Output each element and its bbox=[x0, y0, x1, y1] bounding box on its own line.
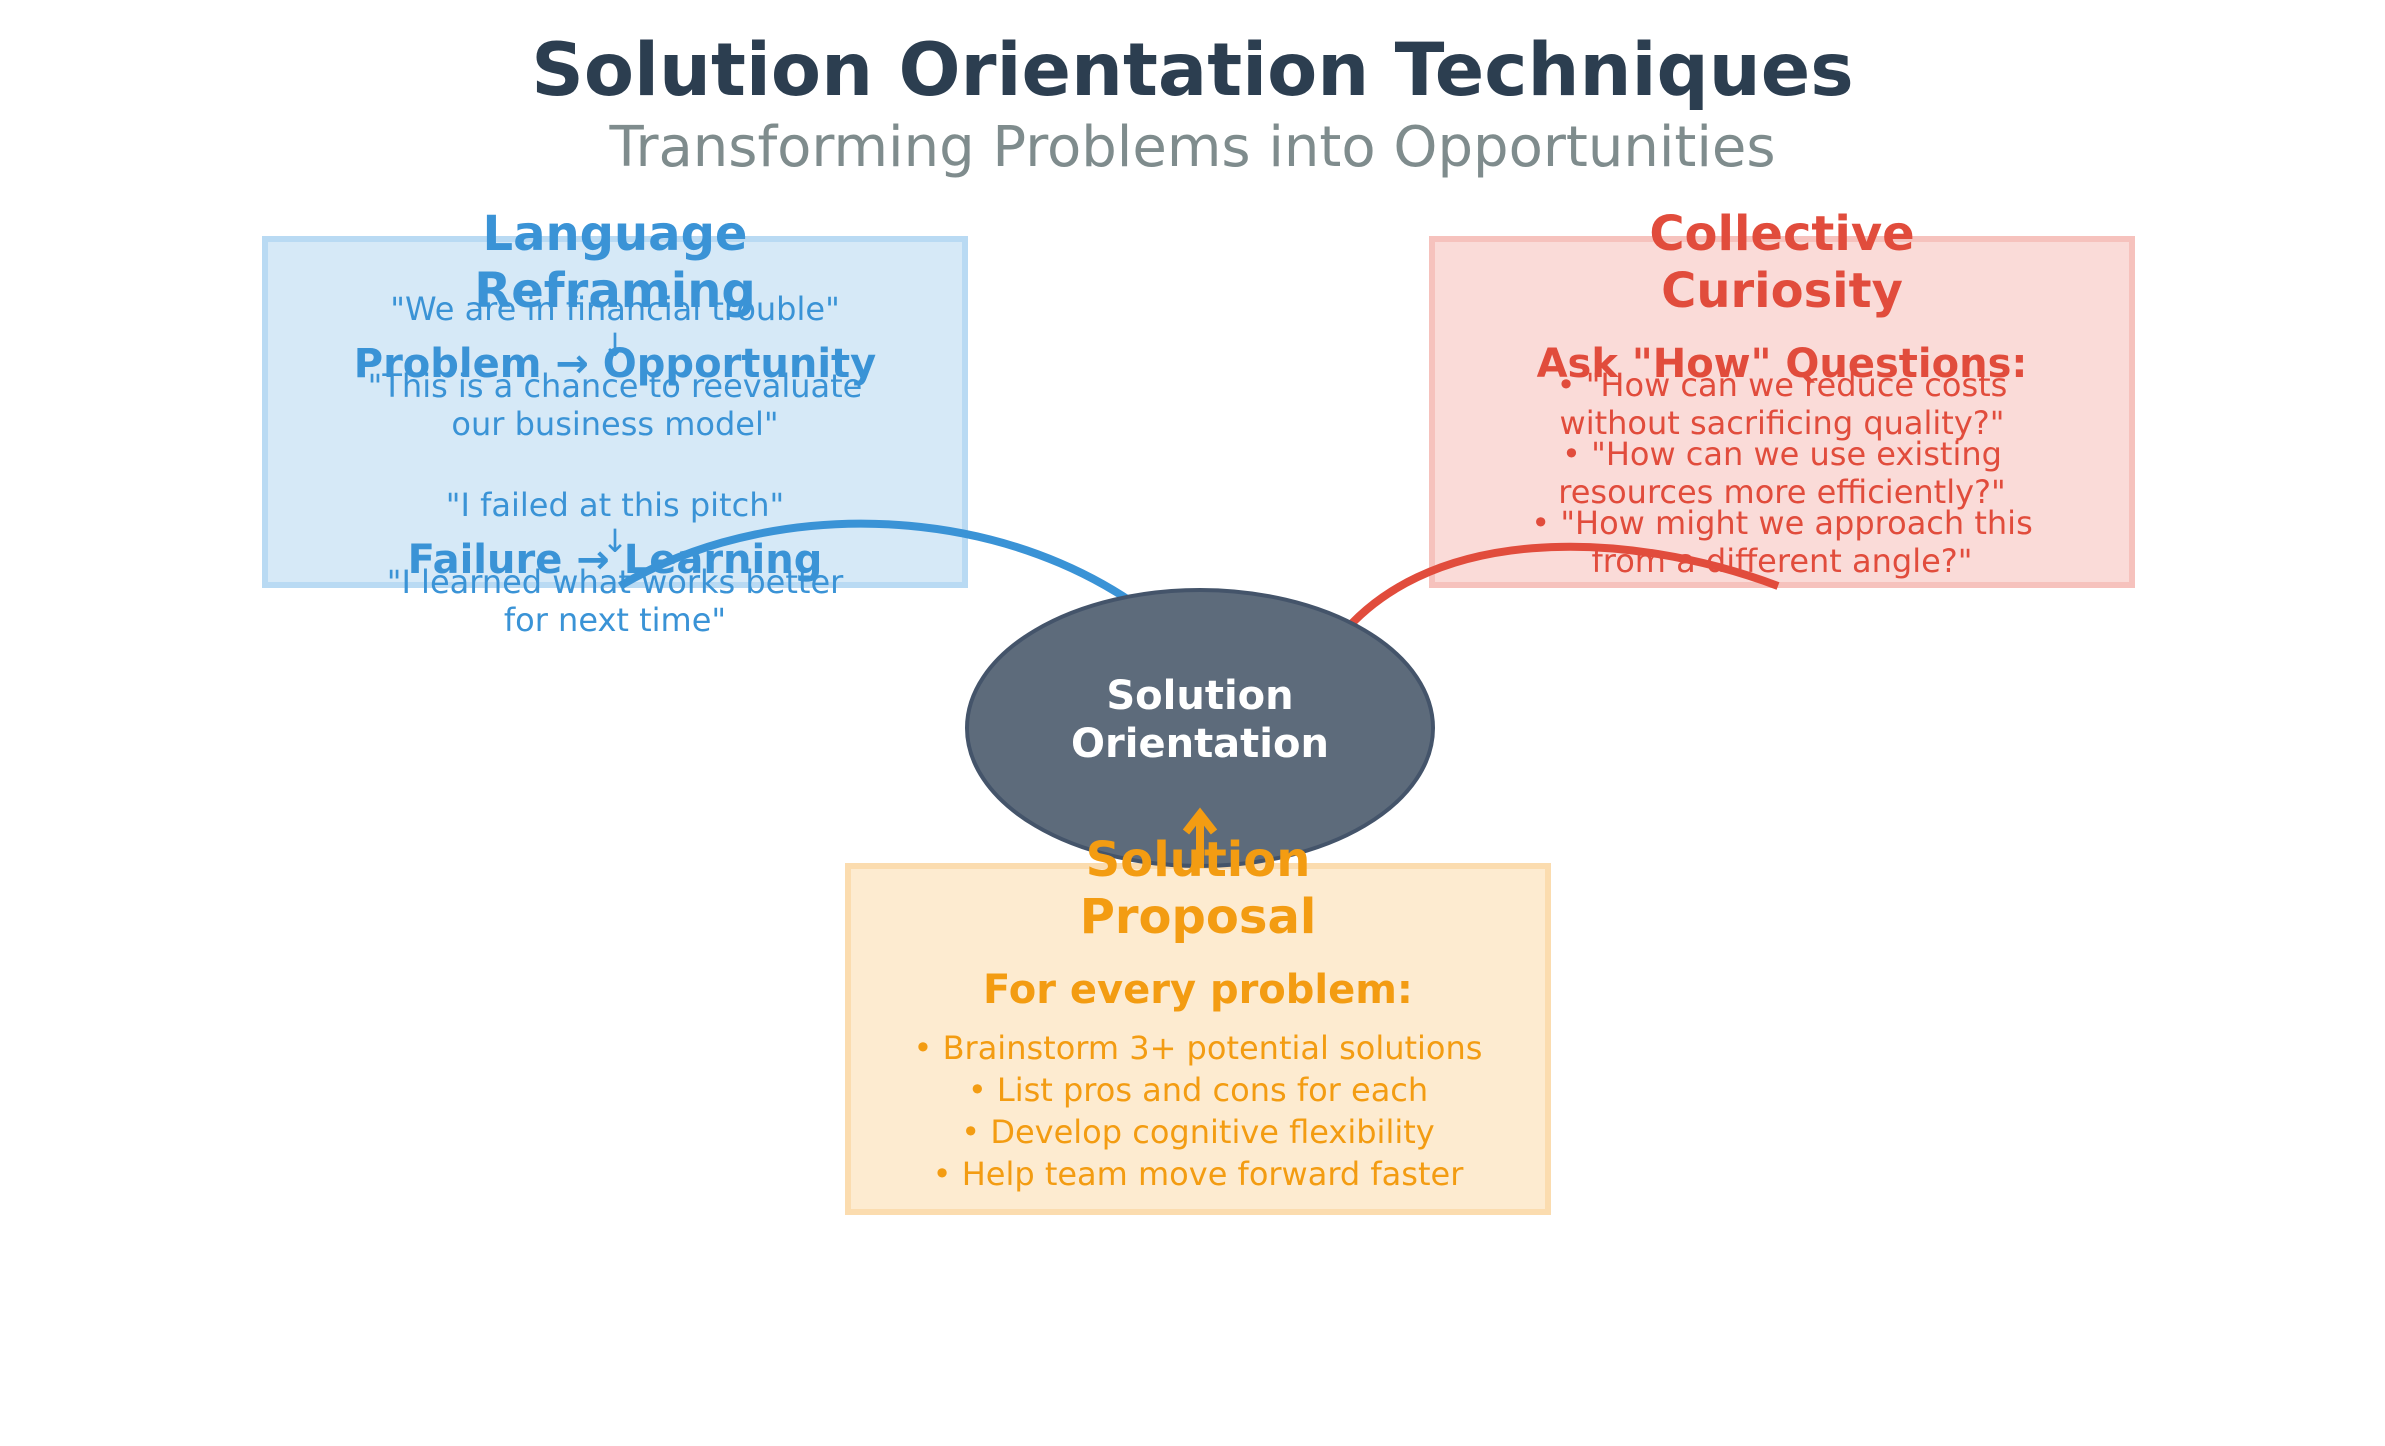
diagram-subtitle: Transforming Problems into Opportunities bbox=[609, 115, 1776, 180]
collective-curiosity-title: Collective Curiosity bbox=[1649, 206, 1915, 319]
example1-after: "This is a chance to reevaluate our busi… bbox=[367, 367, 863, 443]
example1-before: "We are in financial trouble" bbox=[390, 290, 840, 328]
example1-arrow: ↓ bbox=[601, 326, 629, 364]
proposal-heading: For every problem: bbox=[983, 967, 1413, 1013]
solution-proposal-title: Solution Proposal bbox=[1079, 832, 1317, 945]
curiosity-heading: Ask "How" Questions: bbox=[1536, 341, 2028, 387]
example2-arrow: ↓ bbox=[601, 522, 629, 560]
language-reframing-box bbox=[262, 236, 968, 588]
collective-curiosity-box bbox=[1429, 236, 2135, 588]
example1-heading: Problem → Opportunity bbox=[353, 341, 877, 387]
question-3: • "How might we approach this from a dif… bbox=[1531, 504, 2033, 580]
proposal-item: • List pros and cons for each bbox=[967, 1071, 1429, 1109]
proposal-item: • Develop cognitive flexibility bbox=[961, 1113, 1435, 1151]
proposal-item: • Brainstorm 3+ potential solutions bbox=[913, 1029, 1483, 1067]
arrow-curiosity-to-center bbox=[1330, 542, 1780, 650]
solution-orientation-label: Solution Orientation bbox=[1071, 673, 1329, 767]
solution-proposal-box bbox=[845, 863, 1551, 1215]
arrow-language-to-center bbox=[617, 519, 1190, 650]
proposal-item: • Help team move forward faster bbox=[932, 1155, 1464, 1193]
example2-before: "I failed at this pitch" bbox=[445, 486, 785, 524]
question-1: • "How can we reduce costs without sacri… bbox=[1556, 366, 2008, 442]
diagram-title: Solution Orientation Techniques bbox=[531, 28, 1854, 113]
example2-heading: Failure → Learning bbox=[407, 537, 823, 583]
language-reframing-title: Language Reframing bbox=[474, 206, 756, 319]
arrow-proposal-to-center bbox=[1182, 807, 1218, 868]
example2-after: "I learned what works better for next ti… bbox=[386, 563, 844, 639]
question-2: • "How can we use existing resources mor… bbox=[1558, 435, 2006, 511]
